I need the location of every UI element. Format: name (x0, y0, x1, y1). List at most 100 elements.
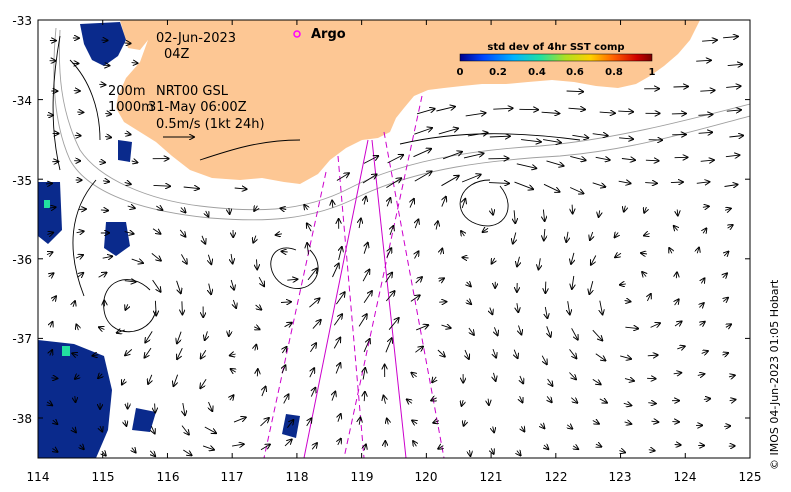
velocity-arrow (155, 403, 156, 413)
velocity-arrow (76, 325, 78, 331)
velocity-arrow (432, 377, 436, 382)
velocity-arrow (728, 375, 735, 377)
velocity-arrow (493, 348, 496, 358)
velocity-arrow (92, 355, 99, 356)
velocity-arrow (572, 204, 573, 214)
velocity-arrow (463, 257, 469, 258)
velocity-arrow (542, 355, 547, 365)
velocity-arrow (75, 255, 83, 258)
velocity-arrow (571, 328, 578, 339)
velocity-arrow (105, 113, 111, 114)
velocity-arrow (233, 417, 246, 423)
velocity-arrow (99, 162, 105, 163)
velocity-arrow (675, 299, 679, 306)
velocity-arrow (696, 60, 711, 61)
scale-label: 0.5m/s (1kt 24h) (156, 117, 265, 132)
velocity-arrow (729, 400, 736, 401)
velocity-arrow (491, 448, 494, 454)
velocity-arrow (724, 185, 738, 187)
velocity-arrow (615, 233, 619, 238)
product-time-label: 31-May 06:00Z (148, 100, 247, 115)
velocity-arrow (155, 300, 156, 316)
velocity-arrow (572, 135, 588, 138)
velocity-arrow (415, 220, 418, 229)
velocity-arrow (73, 301, 75, 307)
velocity-arrow (596, 444, 601, 447)
velocity-arrow (621, 159, 635, 161)
velocity-arrow (492, 258, 495, 264)
velocity-arrow (387, 155, 404, 164)
velocity-arrow (513, 232, 516, 244)
velocity-arrow (677, 209, 678, 216)
velocity-arrow (438, 446, 443, 449)
velocity-arrow (50, 350, 52, 355)
velocity-arrow (644, 206, 646, 213)
velocity-arrow (624, 205, 626, 212)
velocity-arrow (131, 63, 138, 64)
velocity-arrow (642, 272, 646, 277)
velocity-arrow (726, 324, 731, 327)
velocity-arrow (700, 322, 705, 326)
velocity-arrow (339, 247, 342, 261)
colorbar-tick-label: 0 (457, 67, 464, 78)
velocity-arrow (255, 345, 256, 351)
velocity-arrow (284, 323, 292, 327)
lon-tick-label: 119 (351, 470, 374, 484)
product-label: NRT00 GSL (156, 84, 229, 99)
velocity-arrow (571, 252, 574, 264)
velocity-arrow (514, 349, 517, 359)
velocity-arrow (153, 185, 171, 186)
velocity-arrow (698, 114, 712, 115)
velocity-arrow (338, 414, 341, 422)
velocity-arrow (648, 450, 655, 451)
velocity-arrow (202, 446, 214, 450)
velocity-arrow (280, 302, 291, 303)
lon-tick-label: 114 (27, 470, 50, 484)
velocity-arrow (333, 338, 340, 349)
velocity-arrow (209, 401, 213, 411)
velocity-arrow (726, 86, 740, 87)
velocity-arrow (702, 40, 717, 41)
velocity-arrow (125, 304, 127, 310)
velocity-arrow (309, 298, 319, 308)
velocity-arrow (387, 419, 389, 425)
colorbar-tick-label: 0.4 (528, 67, 546, 78)
velocity-arrow (333, 314, 342, 326)
velocity-arrow (257, 369, 258, 377)
velocity-arrow (77, 273, 84, 278)
velocity-arrow (493, 108, 512, 109)
velocity-arrow (229, 329, 230, 336)
velocity-arrow (282, 251, 288, 252)
velocity-arrow (262, 387, 266, 397)
isobath-200-label: 200m (108, 84, 145, 99)
velocity-arrow (231, 253, 233, 264)
velocity-arrow (260, 418, 269, 427)
velocity-arrow (493, 426, 494, 433)
velocity-arrow (625, 327, 638, 328)
velocity-arrow (307, 418, 312, 427)
velocity-arrow (388, 318, 399, 330)
velocity-arrow (724, 209, 731, 211)
velocity-arrow (209, 283, 211, 295)
velocity-arrow (304, 205, 307, 210)
velocity-arrow (461, 231, 464, 236)
velocity-arrow (182, 301, 183, 314)
velocity-arrow (200, 378, 207, 388)
hour-label: 04Z (164, 47, 190, 62)
velocity-arrow (465, 349, 469, 359)
velocity-arrow (461, 175, 481, 183)
velocity-arrow (386, 178, 401, 188)
velocity-arrow (570, 155, 585, 160)
lon-tick-label: 115 (92, 470, 115, 484)
velocity-arrow (438, 128, 458, 135)
velocity-arrow (696, 182, 710, 184)
velocity-arrow (490, 307, 493, 315)
velocity-arrow (415, 277, 422, 284)
velocity-arrow (415, 347, 423, 353)
velocity-arrow (595, 157, 610, 160)
velocity-arrow (517, 451, 521, 456)
velocity-arrow (336, 173, 349, 181)
velocity-arrow (183, 403, 185, 415)
velocity-arrow (206, 210, 209, 217)
velocity-arrow (703, 399, 710, 400)
